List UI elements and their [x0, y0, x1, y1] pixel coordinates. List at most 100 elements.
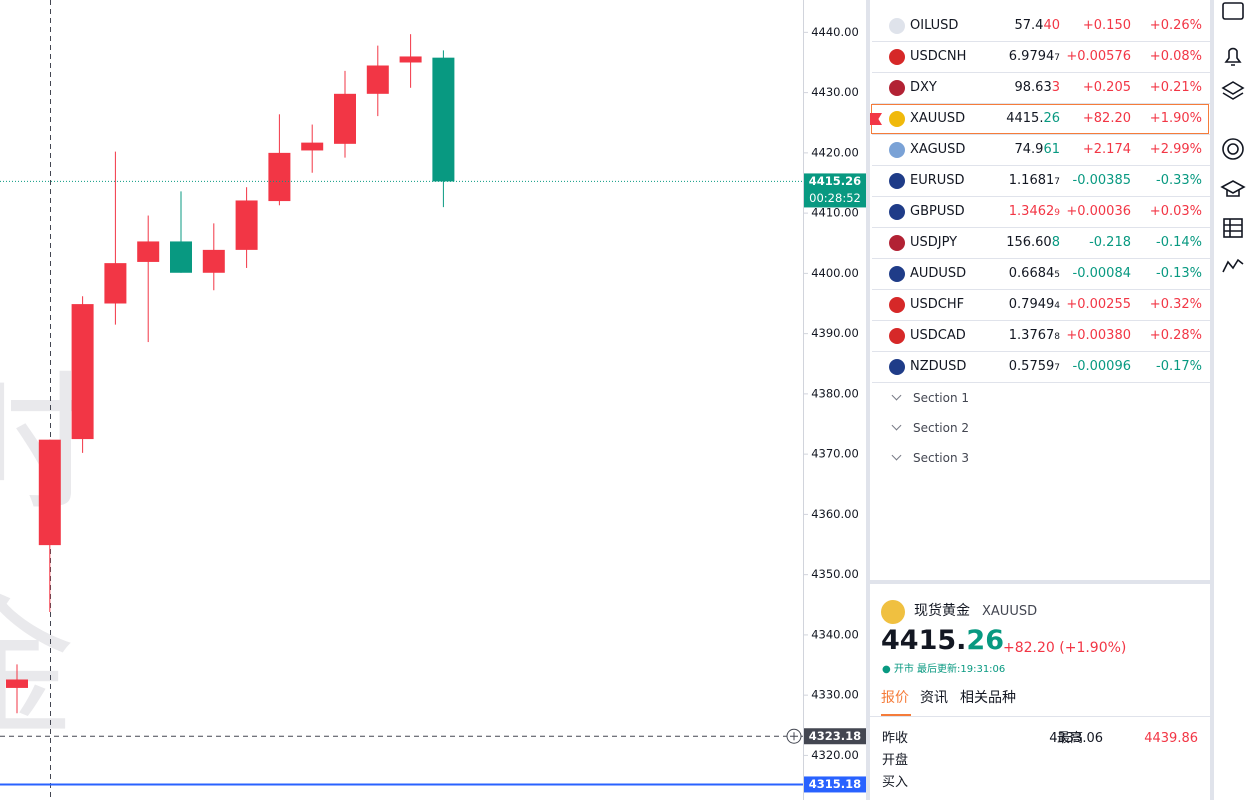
change: -0.00084 — [1072, 266, 1131, 281]
tab[interactable]: 报价 — [881, 690, 909, 706]
change-pct: +2.99% — [1149, 142, 1202, 157]
icon[interactable] — [1222, 138, 1244, 160]
row-separator — [872, 258, 1210, 259]
last-price: 4415.26 — [1006, 111, 1060, 127]
symbol-icon — [889, 235, 905, 251]
icon[interactable] — [1223, 218, 1243, 238]
symbol-icon — [889, 142, 905, 158]
price-main: 0.6684 — [1008, 266, 1055, 281]
divider — [870, 580, 1210, 584]
section[interactable]: Section 1 — [913, 391, 970, 405]
watchlist-row[interactable]: USDJPY 156.608 -0.218 -0.14% — [870, 235, 1210, 251]
countdown: 00:28:52 — [809, 191, 861, 205]
price-label: 4415.26 — [809, 174, 861, 188]
price-main: 156.60 — [1006, 235, 1052, 250]
change: +0.150 — [1082, 18, 1131, 33]
y-tick-label: 4430.00 — [811, 85, 859, 99]
watchlist-row[interactable]: DXY 98.633 +0.205 +0.21% — [870, 80, 1210, 96]
candle-body — [432, 57, 455, 182]
symbol: XAUUSD — [910, 111, 966, 126]
price-tail: 8 — [1051, 235, 1060, 250]
change-pct: -0.13% — [1156, 266, 1202, 281]
chart: 时金4440.004430.004420.004410.004400.00439… — [0, 0, 866, 800]
watchlist-row[interactable]: USDCNH 6.97947 +0.00576 +0.08% — [870, 49, 1210, 65]
divider — [866, 0, 870, 800]
row-separator — [872, 134, 1210, 135]
change: +82.20 — [1082, 111, 1131, 126]
price-main: 1.1681 — [1008, 173, 1055, 188]
watchlist-row[interactable]: USDCHF 0.79494 +0.00255 +0.32% — [870, 297, 1210, 313]
change: -0.218 — [1089, 235, 1131, 250]
y-tick-label: 4380.00 — [811, 386, 859, 400]
change-pct: +0.32% — [1149, 297, 1202, 312]
y-tick-label: 4420.00 — [811, 145, 859, 159]
quote-cell: 最高 — [1057, 731, 1084, 746]
last-price: 98.633 — [1015, 80, 1061, 96]
row-separator — [872, 382, 1210, 383]
section[interactable]: Section 3 — [913, 451, 970, 465]
tab-border — [870, 716, 1210, 717]
section[interactable]: Section 2 — [913, 421, 970, 435]
price-main: 6.9794 — [1008, 49, 1055, 64]
change-pct: -0.33% — [1156, 173, 1202, 188]
detail-price: 4415.26 — [881, 626, 1004, 656]
watchlist-row[interactable]: AUDUSD 0.66845 -0.00084 -0.13% — [870, 266, 1210, 282]
tab[interactable]: 资讯 — [920, 690, 948, 706]
last-price: 74.961 — [1015, 142, 1061, 158]
icon[interactable] — [1222, 258, 1244, 273]
symbol-icon — [889, 328, 905, 344]
candle-body — [268, 152, 291, 202]
tab[interactable]: 相关品种 — [960, 690, 1016, 706]
watchlist-row[interactable]: EURUSD 1.16817 -0.00385 -0.33% — [870, 173, 1210, 189]
icon[interactable] — [1222, 2, 1244, 20]
candle-body — [170, 241, 192, 273]
price-main: 57.4 — [1014, 18, 1044, 33]
price-tail: 7 — [1054, 363, 1060, 373]
change-pct: +1.90% — [1149, 111, 1202, 126]
watchlist-row[interactable]: XAUUSD 4415.26 +82.20 +1.90% — [870, 111, 1210, 127]
change-pct: -0.14% — [1156, 235, 1202, 250]
change: +2.174 — [1082, 142, 1131, 157]
symbol: OILUSD — [910, 18, 959, 33]
y-tick-label: 4370.00 — [811, 447, 859, 461]
price-tail: 26 — [1043, 111, 1060, 126]
symbol-icon — [889, 359, 905, 375]
y-tick-label: 4390.00 — [811, 326, 859, 340]
watchlist-row[interactable]: GBPUSD 1.34629 +0.00036 +0.03% — [870, 204, 1210, 220]
tab-underline — [881, 714, 911, 716]
candle-body — [38, 439, 61, 546]
symbol-icon — [889, 173, 905, 189]
chevron — [891, 420, 902, 431]
price-tail: 26 — [966, 625, 1004, 656]
symbol: USDCAD — [910, 328, 966, 343]
quote-cell: 4333.06 — [1049, 731, 1103, 746]
chevron — [891, 450, 902, 461]
icon[interactable] — [1224, 47, 1242, 66]
icon[interactable] — [1220, 180, 1246, 197]
watchlist-row[interactable]: XAGUSD 74.961 +2.174 +2.99% — [870, 142, 1210, 158]
y-tick-label: 4330.00 — [811, 688, 859, 702]
crosshair-plus — [790, 732, 798, 741]
watchlist-row[interactable]: NZDUSD 0.57597 -0.00096 -0.17% — [870, 359, 1210, 375]
change: -0.00385 — [1072, 173, 1131, 188]
price-tail: 40 — [1043, 18, 1060, 33]
row-separator — [872, 320, 1210, 321]
price-tail: 9 — [1054, 208, 1060, 218]
last-price: 1.34629 — [1009, 204, 1060, 221]
updated: 最后更新:19:31:06 — [917, 664, 1006, 675]
quote-cell: 4439.86 — [1144, 731, 1198, 746]
symbol-icon — [889, 18, 905, 34]
change-pct: +0.26% — [1149, 18, 1202, 33]
price-tail: 7 — [1054, 53, 1060, 63]
symbol: USDCNH — [910, 49, 967, 64]
candle-body — [137, 241, 160, 262]
price-label-bg — [804, 728, 866, 745]
watchlist-row[interactable]: OILUSD 57.440 +0.150 +0.26% — [870, 18, 1210, 34]
price-tail: 7 — [1054, 177, 1060, 187]
price-label-bg — [804, 173, 866, 208]
last-price: 57.440 — [1015, 18, 1061, 34]
icon[interactable] — [1221, 81, 1245, 100]
watchlist-row[interactable]: USDCAD 1.37678 +0.00380 +0.28% — [870, 328, 1210, 344]
y-tick-label: 4350.00 — [811, 567, 859, 581]
price-label-bg — [804, 776, 866, 793]
